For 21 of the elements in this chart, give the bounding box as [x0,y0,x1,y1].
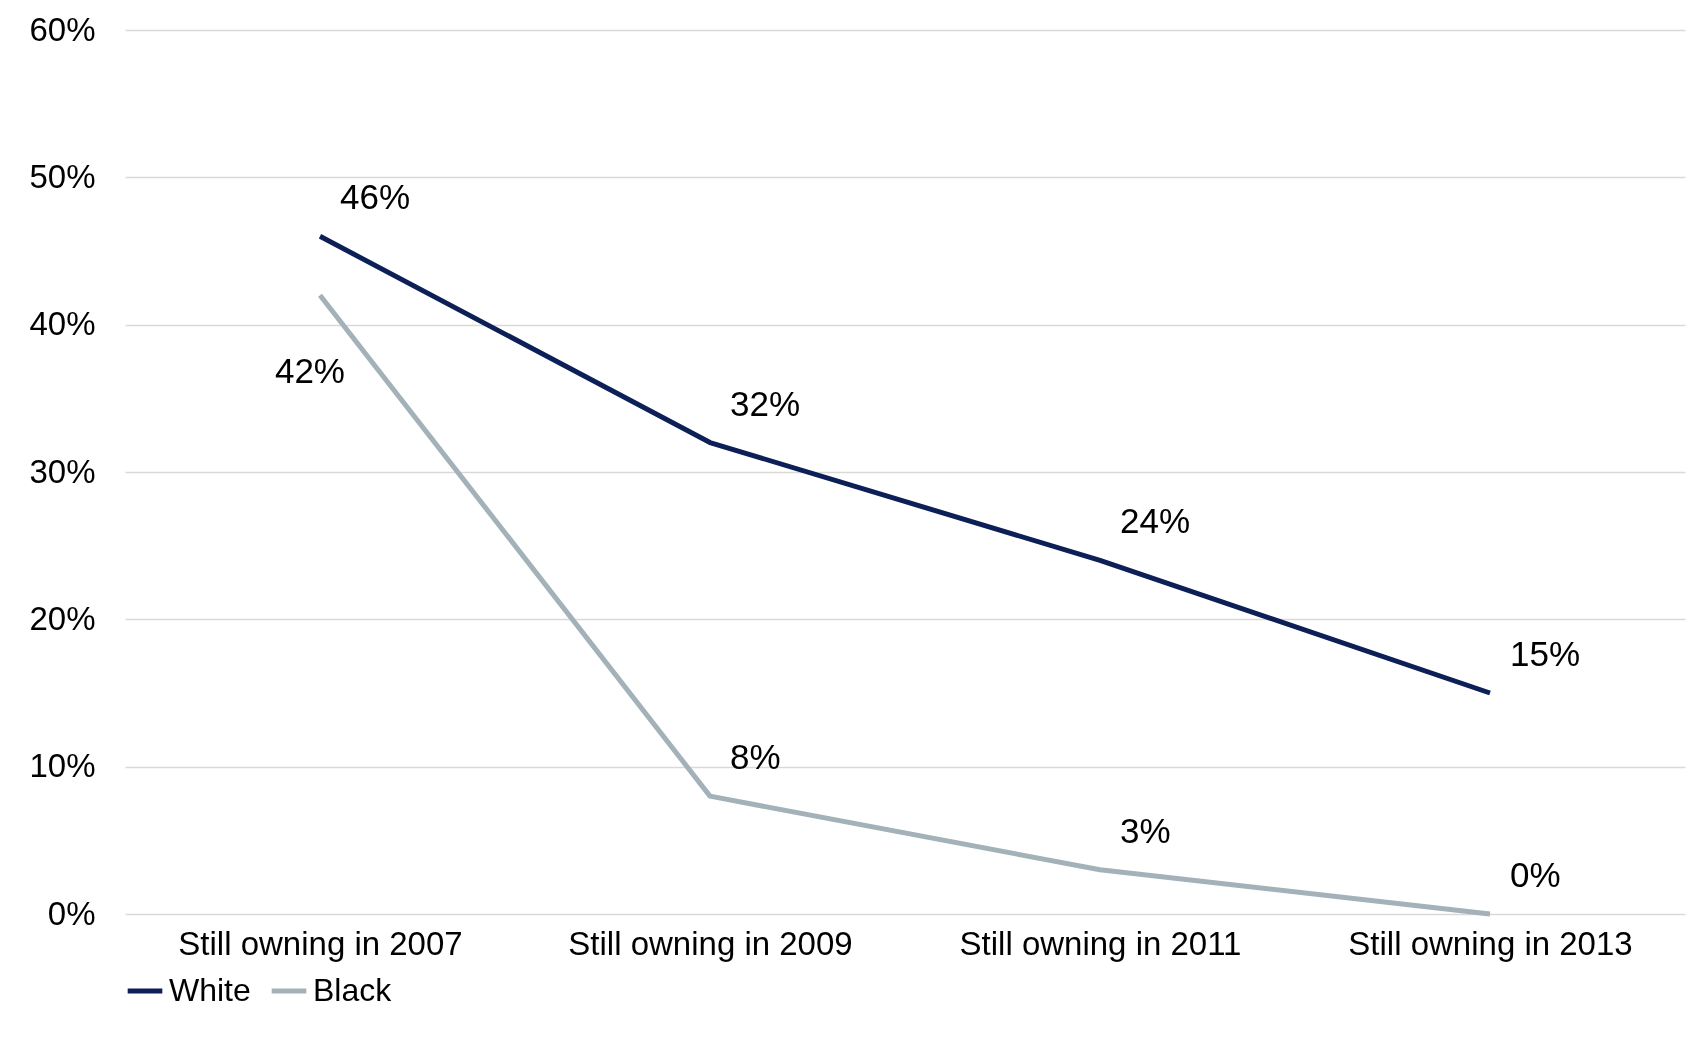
data-label: 24% [1120,501,1191,541]
data-label: 46% [340,177,411,217]
data-label: 42% [274,351,345,391]
legend-label: Black [313,972,393,1008]
y-tick-label: 60% [29,10,96,48]
data-label: 15% [1510,634,1581,673]
x-tick-label: Still owning in 2009 [568,924,853,962]
legend-label: White [169,972,251,1008]
y-tick-label: 0% [47,894,96,932]
data-label: 3% [1120,810,1171,850]
y-tick-label: 40% [29,305,96,343]
x-tick-label: Still owning in 2007 [178,924,463,962]
y-tick-label: 20% [29,599,96,637]
x-tick-label: Still owning in 2011 [959,924,1242,962]
data-label: 32% [730,383,801,423]
y-tick-label: 30% [29,452,96,490]
data-label: 8% [730,737,781,777]
x-tick-label: Still owning in 2013 [1348,924,1633,962]
data-label: 0% [1510,855,1561,894]
y-tick-label: 10% [29,747,96,785]
y-tick-label: 50% [29,157,96,195]
